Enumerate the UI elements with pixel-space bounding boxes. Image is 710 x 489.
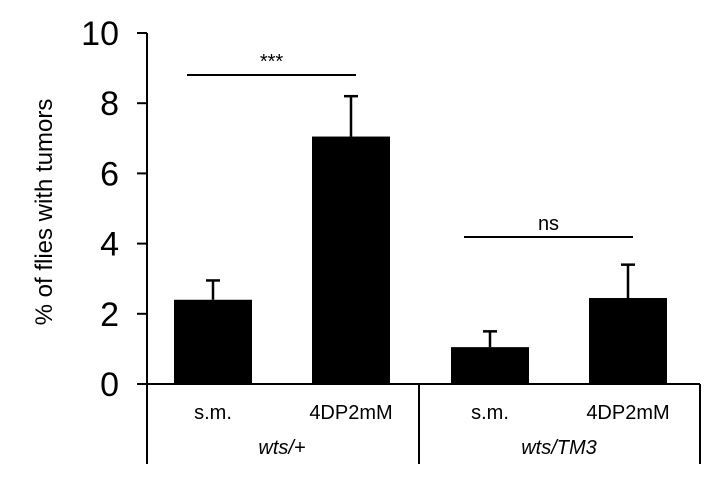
x-category-label: s.m. [194,402,232,424]
x-category-label: 4DP2mM [309,402,392,424]
error-bars [206,94,635,348]
y-tick-label: 10 [81,15,119,53]
bar [589,298,667,384]
y-tick-label: 0 [100,366,119,404]
significance-label: *** [260,51,284,73]
bars [174,136,667,384]
y-tick-label: 8 [100,85,119,123]
y-axis-label: % of flies with tumors [31,99,58,326]
x-group-label: wts/TM3 [521,437,597,459]
significance-annotations: *** ns [187,51,633,238]
bar [174,299,252,384]
y-axis: 0 2 4 6 8 10 [81,15,148,404]
significance-label: ns [538,213,559,235]
y-tick-label: 4 [100,226,119,264]
bar [312,136,390,384]
x-category-label: s.m. [471,402,509,424]
y-tick-label: 6 [100,155,119,193]
y-tick-label: 2 [100,296,119,334]
x-group-label: wts/+ [258,437,305,459]
bar [451,347,529,384]
x-category-label: 4DP2mM [586,402,669,424]
